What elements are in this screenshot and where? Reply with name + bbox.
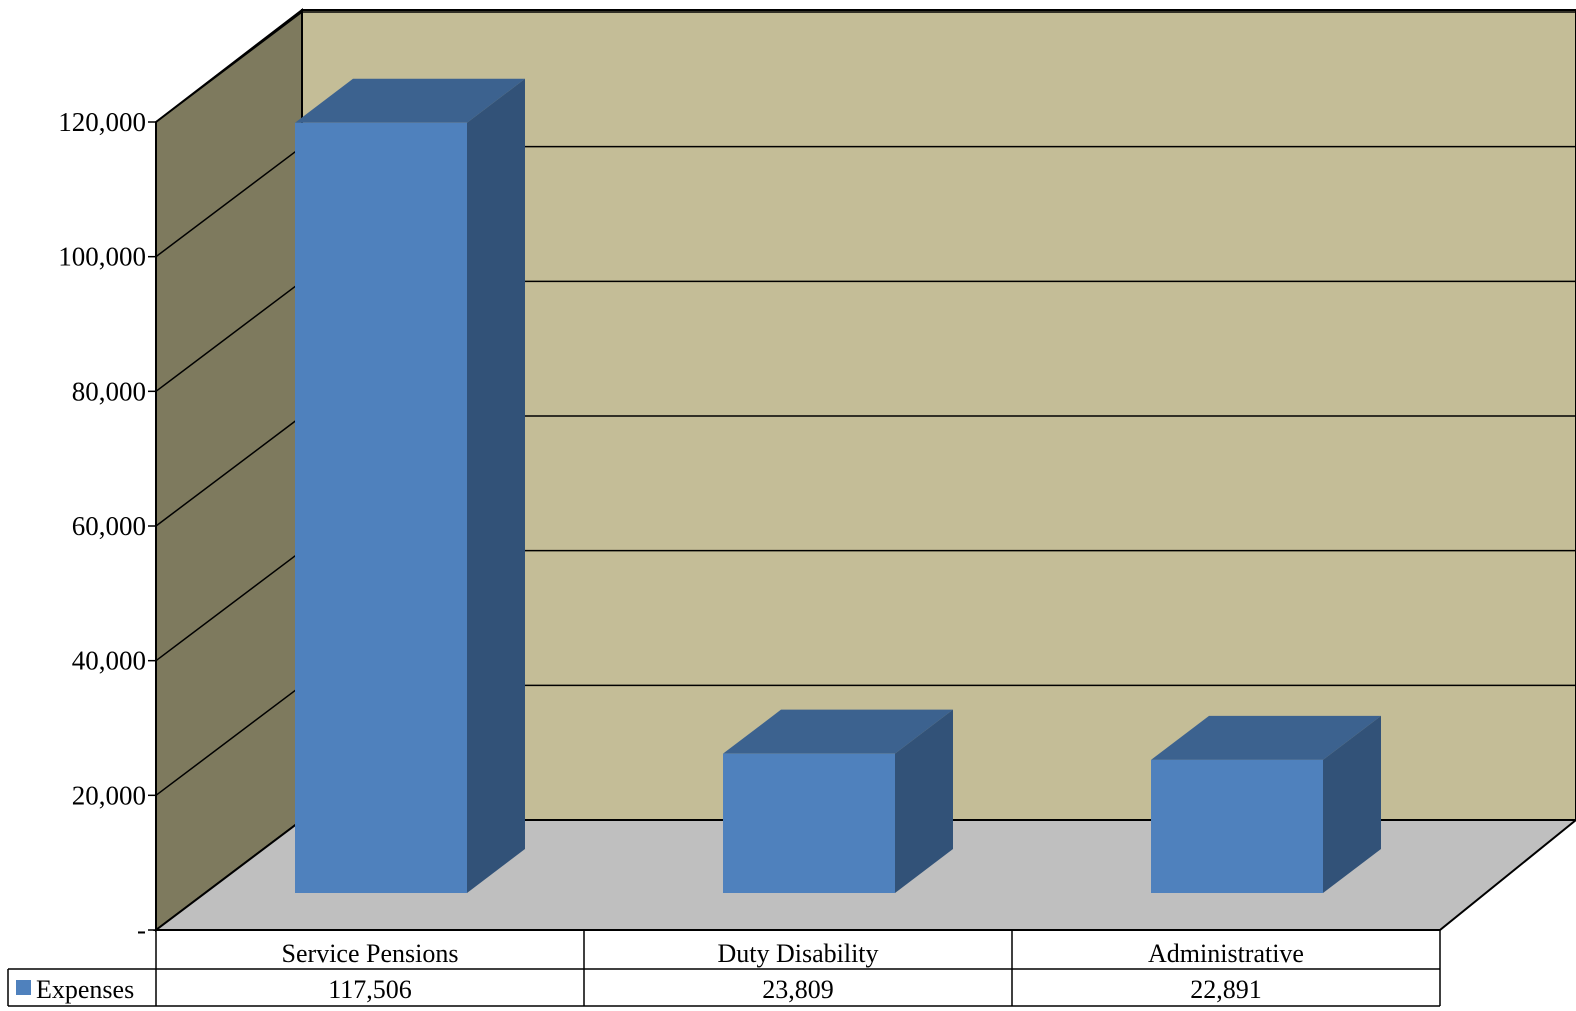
bar (723, 709, 953, 893)
bar-front (295, 122, 467, 894)
bar-front (723, 753, 895, 893)
side-wall (155, 7, 303, 933)
y-tick-label: 20,000 (72, 780, 146, 810)
y-tick-label: 80,000 (72, 376, 146, 406)
data-label: 23,809 (762, 975, 834, 1004)
data-table: Service Pensions 117,506 Duty Disability 23… (7, 930, 1441, 1007)
bar-top (723, 709, 953, 754)
data-label: 117,506 (328, 975, 412, 1004)
legend-label: Expenses (36, 975, 134, 1004)
y-tick-label: 40,000 (72, 646, 146, 676)
gridline-side (155, 280, 303, 392)
y-tick-label: 120,000 (58, 107, 146, 137)
category-label: Duty Disability (717, 939, 878, 968)
bar (1151, 715, 1381, 893)
gridline-side (155, 415, 303, 527)
bar (295, 78, 525, 894)
bar-side (895, 709, 953, 893)
data-label: 22,891 (1190, 975, 1262, 1004)
y-tick-label: 100,000 (58, 242, 146, 272)
y-axis-ticks: - 20,000 40,000 60,000 80,000 100,000 120,000 (58, 107, 156, 945)
bar-top (295, 78, 525, 123)
gridline-side (155, 550, 303, 662)
bar-front (1151, 759, 1323, 893)
bar-top (1151, 715, 1381, 760)
y-tick-label: - (137, 915, 146, 945)
gridline-side (155, 11, 303, 123)
y-tick-label: 60,000 (72, 511, 146, 541)
bars (295, 78, 1381, 894)
category-label: Service Pensions (282, 939, 459, 968)
category-label: Administrative (1148, 939, 1304, 968)
legend-swatch (16, 980, 31, 995)
bar-side (1323, 715, 1381, 893)
bar-side (467, 78, 525, 894)
gridline-side (155, 146, 303, 258)
gridline-side (155, 684, 303, 796)
